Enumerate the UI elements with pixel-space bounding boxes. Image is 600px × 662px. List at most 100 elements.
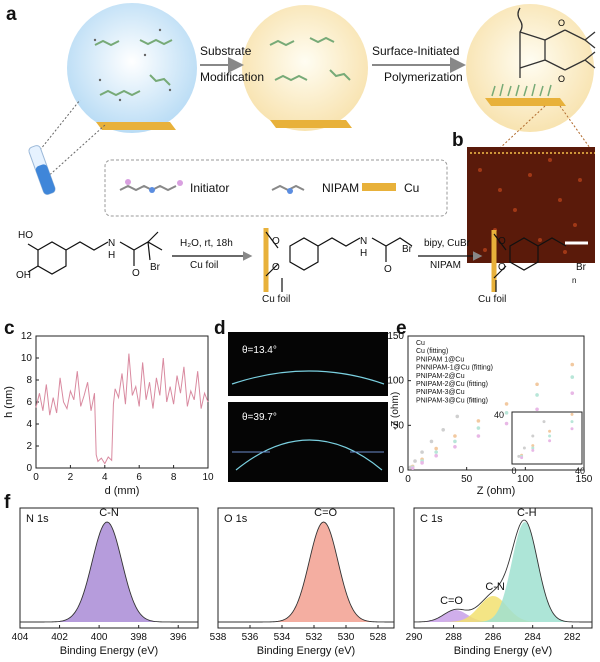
- data-point-5: [476, 426, 481, 430]
- xps-title-2: O 1s: [224, 513, 248, 525]
- y-tick-label: 12: [21, 331, 33, 342]
- modified-bubble: [242, 5, 368, 131]
- data-point-3: [434, 446, 438, 451]
- inset-point: [520, 456, 524, 460]
- inset-x-tick-0: 0: [511, 466, 516, 476]
- n-label-1: N: [108, 238, 116, 249]
- x-axis-label: Z (ohm): [477, 485, 516, 497]
- contact-angle-2: θ=39.7°: [242, 412, 277, 423]
- peak-label-C-N: C-N: [99, 507, 119, 519]
- data-point-1: [420, 450, 424, 454]
- legend-entry-4: PNNIPAM-1@Cu (fitting): [416, 365, 493, 372]
- o-label-6: O: [498, 262, 506, 273]
- legend-entry-5: PNIPAM-2@Cu: [416, 373, 465, 380]
- inset-point: [531, 446, 535, 450]
- solution-bubble-1: [67, 3, 197, 133]
- droplet-image-1: [228, 332, 388, 396]
- legend-entry-2: Cu (fitting): [416, 348, 448, 355]
- br-label-3: Br: [576, 262, 586, 273]
- inset-point: [531, 444, 535, 448]
- inset-point: [548, 434, 552, 438]
- x-tick-label: 6: [136, 472, 142, 483]
- x-tick-label: 404: [12, 632, 29, 643]
- data-point-3: [476, 419, 481, 423]
- molecule-icon: [94, 38, 173, 97]
- vial-icon: [28, 145, 56, 195]
- o-label-3: O: [272, 262, 280, 273]
- x-tick-label: 402: [51, 632, 68, 643]
- data-point-1: [429, 439, 434, 444]
- panel-label-f: f: [4, 492, 11, 513]
- peak-label-C-H: C-H: [517, 507, 537, 519]
- legend-entry-3: PNIPAM 1@Cu: [416, 356, 464, 363]
- step1-conditions: H₂O, rt, 18h: [180, 238, 233, 249]
- step2-monomer: NIPAM: [430, 260, 461, 271]
- inset-point: [522, 446, 526, 450]
- data-point-1: [455, 414, 460, 419]
- x-tick-label: 282: [564, 632, 581, 643]
- xps-title-1: N 1s: [26, 513, 49, 525]
- panel-label-a: a: [6, 4, 17, 25]
- legend-entry-6: PNIPAM-2@Cu (fitting): [416, 381, 488, 388]
- legend-entry-1: Cu: [416, 340, 425, 347]
- inset-point: [548, 439, 552, 443]
- data-point-3: [570, 362, 575, 367]
- y-tick-label: 6: [26, 397, 32, 408]
- x-tick-label: 288: [445, 632, 462, 643]
- data-point-7: [410, 466, 415, 471]
- y-tick-label: 50: [393, 420, 405, 431]
- legend-entry-7: PNIPAM-3@Cu: [416, 389, 465, 396]
- panel-label-b: b: [452, 130, 464, 151]
- inset-point: [570, 420, 574, 424]
- cu-legend-swatch: [362, 183, 396, 191]
- data-point-3: [535, 382, 539, 387]
- contact-angle-1: θ=13.4°: [242, 345, 277, 356]
- x-tick-label: 528: [370, 632, 387, 643]
- y-tick-label: 0: [398, 465, 404, 476]
- y-tick-label: 0: [26, 463, 32, 474]
- data-point-7: [453, 444, 457, 449]
- x-tick-label: 286: [485, 632, 502, 643]
- o-label-5: O: [498, 236, 506, 247]
- data-point-7: [504, 421, 509, 426]
- peak-fill-C-N: [20, 522, 198, 622]
- peak-label-C-N: C-N: [485, 581, 505, 593]
- br-label-1: Br: [150, 262, 160, 273]
- xps-frame-3: [413, 507, 593, 629]
- inset-y-tick-label: 40: [494, 410, 504, 420]
- x-tick-label: 284: [524, 632, 541, 643]
- envelope-line-3: [413, 519, 592, 623]
- arrow2-label-line1: Surface-Initiated: [372, 44, 460, 58]
- inset-point: [531, 434, 535, 438]
- data-point-1: [471, 398, 476, 403]
- x-tick-label: 8: [171, 472, 177, 483]
- x-tick-label: 530: [338, 632, 355, 643]
- inset-point: [570, 412, 574, 416]
- xps-frame-1: [19, 507, 199, 629]
- data-point-5: [434, 450, 438, 454]
- x-tick-label: 0: [405, 474, 411, 485]
- arrow2-label-line2: Polymerization: [384, 70, 463, 84]
- inset-frame: [511, 411, 583, 465]
- x-axis-label-2: Binding Energy (eV): [257, 645, 355, 657]
- legend-nipam: NIPAM: [322, 181, 360, 195]
- arrow1-label-line2: Modification: [200, 70, 265, 84]
- svg-text:O: O: [558, 74, 565, 84]
- x-tick-label: 150: [576, 474, 593, 485]
- xps-frame-2: [217, 507, 395, 629]
- data-point-5: [453, 439, 457, 444]
- panel-label-d: d: [214, 318, 226, 339]
- step2-conditions: bipy, CuBr: [424, 238, 470, 249]
- y-tick-label: 100: [387, 376, 404, 387]
- legend-cu: Cu: [404, 181, 420, 195]
- data-point-5: [504, 411, 509, 415]
- x-tick-label: 290: [406, 632, 423, 643]
- ho-label: HO: [18, 230, 33, 241]
- x-axis-label-3: Binding Energy (eV): [454, 645, 552, 657]
